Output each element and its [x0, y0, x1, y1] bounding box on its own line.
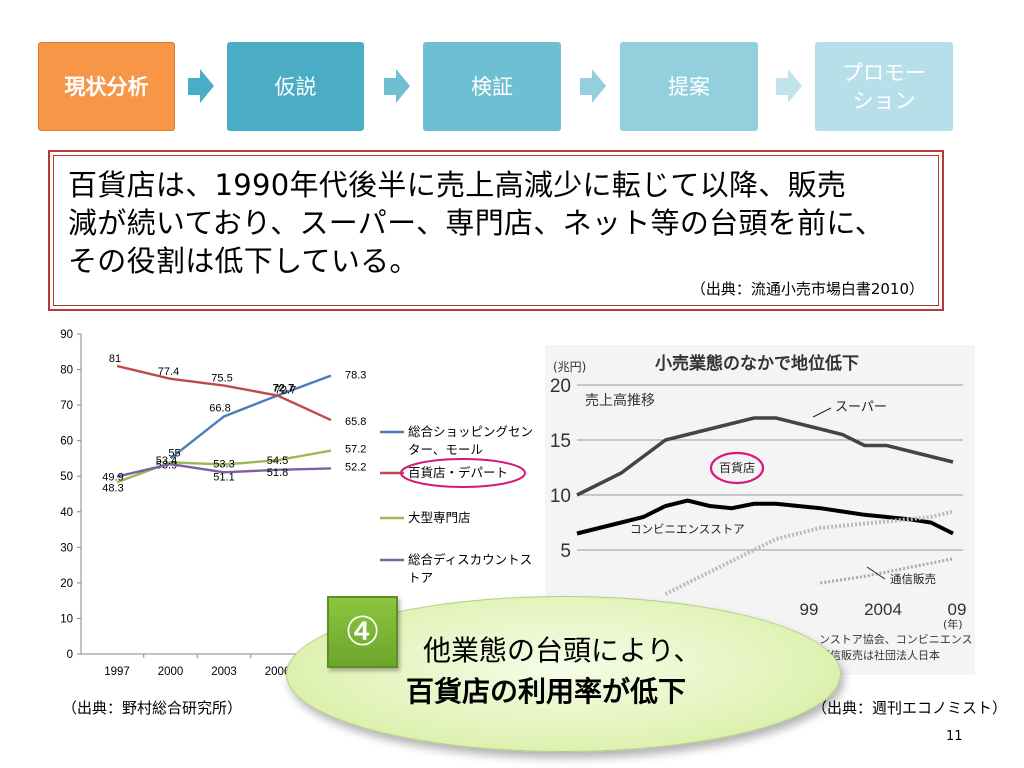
conclusion-line-1: 他業態の台頭により、 — [423, 634, 702, 667]
y-tick-label: 40 — [60, 507, 73, 519]
label-leader — [812, 407, 832, 418]
flow-step-verification[interactable]: 検証 — [423, 42, 561, 131]
x-tick-label: 2004 — [864, 600, 902, 619]
series-line — [576, 416, 954, 497]
legend-label: ター、モール — [408, 442, 483, 457]
left-chart-source: （出典：野村総合研究所） — [62, 699, 243, 717]
legend-label: 大型専門店 — [408, 510, 471, 525]
data-label: 81 — [109, 353, 121, 365]
highlight-ellipse — [400, 458, 526, 488]
data-label: 57.2 — [345, 444, 366, 456]
y-tick-label: 20 — [60, 578, 73, 590]
page-number: 11 — [946, 729, 963, 744]
legend-label: トア — [408, 570, 433, 585]
x-tick-label: 99 — [800, 600, 819, 619]
x-unit-label: (年) — [943, 617, 963, 631]
flow-step-promotion[interactable]: プロモー ション — [815, 42, 953, 131]
series-line — [820, 557, 954, 585]
series-line — [664, 509, 954, 596]
series-line — [116, 462, 332, 478]
y-tick-label: 70 — [60, 400, 73, 412]
y-tick-label: 10 — [60, 613, 73, 625]
right-chart-source: （出典：週刊エコノミスト） — [812, 699, 1008, 717]
series-line — [169, 374, 332, 460]
chart-subtitle: 売上高推移 — [585, 392, 655, 409]
flow-step-current-analysis[interactable]: 現状分析 — [38, 42, 175, 131]
y-unit-label: (兆円) — [553, 360, 586, 374]
summary-box: 百貨店は、1990年代後半に売上高減少に転じて以降、販売 減が続いており、スーパ… — [48, 150, 944, 311]
summary-source: （出典：流通小売市場白書2010） — [690, 280, 924, 298]
summary-line: 減が続いており、スーパー、専門店、ネット等の台頭を前に、 — [68, 206, 885, 240]
series-label: コンビニエンスストア — [630, 522, 745, 536]
x-tick-label: 2006 — [265, 666, 291, 678]
x-tick-label: 1997 — [104, 666, 130, 678]
y-tick-label: 60 — [60, 436, 73, 448]
y-tick-label: 50 — [60, 471, 73, 483]
x-tick-label: 2000 — [158, 666, 184, 678]
legend-label: 総合ショッピングセン — [408, 424, 533, 439]
chart-note: 通信販売は社団法人日本 — [819, 648, 940, 662]
data-label: 66.8 — [209, 402, 230, 414]
series-line — [576, 498, 954, 536]
flow-step-label: プロモー — [842, 60, 926, 85]
data-label: 51.1 — [213, 471, 234, 483]
chart-note: ンストア協会、コンビニエンス — [819, 633, 973, 646]
retail-format-line-chart: 0102030405060708090199720002003200620095… — [60, 329, 533, 678]
flow-step-label: 仮説 — [274, 74, 317, 99]
x-tick-label: 09 — [948, 600, 967, 619]
x-tick-label: 2003 — [211, 666, 237, 678]
series-label: 百貨店 — [719, 460, 755, 475]
summary-line: その役割は低下している。 — [68, 244, 419, 278]
step-number-badge: ④ — [327, 596, 398, 668]
y-tick-label: 90 — [60, 329, 73, 341]
data-label: 51.8 — [267, 467, 288, 479]
highlight-ellipse — [709, 451, 765, 485]
data-label: 52.2 — [345, 461, 366, 473]
data-label: 72.7 — [273, 383, 294, 395]
label-leader — [866, 566, 886, 580]
series-label: 通信販売 — [890, 572, 936, 586]
data-label: 77.4 — [158, 366, 179, 378]
flow-step-label: 提案 — [668, 74, 710, 99]
data-label: 75.5 — [211, 373, 232, 385]
flow-step-hypothesis[interactable]: 仮説 — [227, 42, 364, 131]
y-tick-label: 20 — [550, 376, 571, 397]
series-line — [116, 364, 332, 422]
series-label: スーパー — [835, 400, 887, 415]
flow-step-label: 検証 — [471, 74, 513, 99]
data-label: 53.4 — [156, 455, 177, 467]
flow-step-label: 現状分析 — [64, 74, 149, 99]
y-tick-label: 15 — [550, 431, 571, 452]
data-label: 65.8 — [345, 416, 366, 428]
flow-step-proposal[interactable]: 提案 — [620, 42, 758, 131]
flow-step-label: ション — [852, 88, 916, 113]
data-label: 53.3 — [213, 458, 234, 470]
legend-label: 百貨店・デパート — [408, 465, 508, 480]
data-label: 78.3 — [345, 370, 366, 382]
data-label: 49.9 — [102, 472, 123, 484]
data-label: 55 — [168, 447, 180, 459]
summary-box-inner: 百貨店は、1990年代後半に売上高減少に転じて以降、販売 減が続いており、スーパ… — [53, 155, 939, 306]
y-tick-label: 5 — [560, 541, 571, 562]
data-label: 48.3 — [102, 482, 123, 494]
summary-line: 百貨店は、1990年代後半に売上高減少に転じて以降、販売 — [68, 168, 847, 202]
y-tick-label: 30 — [60, 542, 73, 554]
y-tick-label: 0 — [67, 649, 73, 661]
data-label: 54.5 — [267, 455, 288, 467]
y-tick-label: 80 — [60, 365, 73, 377]
legend-label: 総合ディスカウントス — [408, 552, 532, 567]
data-label: 72.7 — [275, 385, 296, 397]
chart-title: 小売業態のなかで地位低下 — [655, 353, 859, 374]
conclusion-line-2: 百貨店の利用率が低下 — [406, 675, 687, 708]
y-tick-label: 10 — [550, 486, 571, 507]
